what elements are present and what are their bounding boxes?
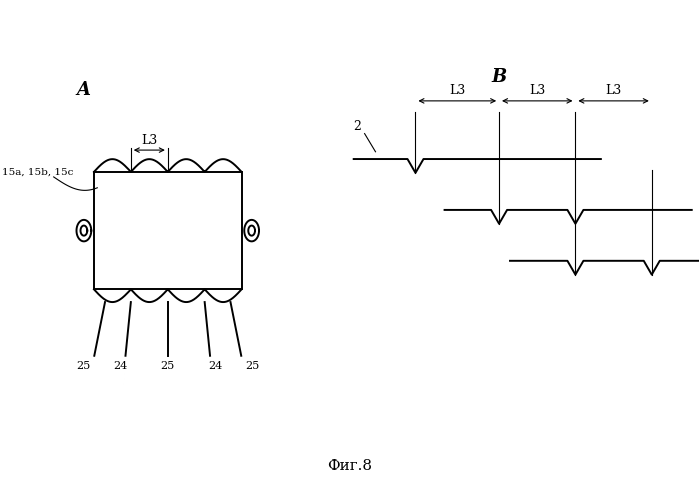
Text: L3: L3 — [141, 134, 157, 147]
Text: B: B — [491, 68, 507, 86]
Text: L3: L3 — [449, 84, 466, 97]
Text: 24: 24 — [208, 361, 222, 371]
Text: Фиг.8: Фиг.8 — [327, 459, 372, 473]
Text: L3: L3 — [605, 84, 621, 97]
Text: 25: 25 — [161, 361, 175, 371]
Text: A: A — [77, 81, 91, 99]
Text: 2: 2 — [354, 120, 361, 133]
Text: 25: 25 — [76, 361, 91, 371]
Text: 25: 25 — [245, 361, 259, 371]
Text: 15a, 15b, 15c: 15a, 15b, 15c — [1, 167, 73, 176]
Text: 24: 24 — [113, 361, 127, 371]
Bar — [94, 172, 242, 289]
Text: L3: L3 — [529, 84, 545, 97]
